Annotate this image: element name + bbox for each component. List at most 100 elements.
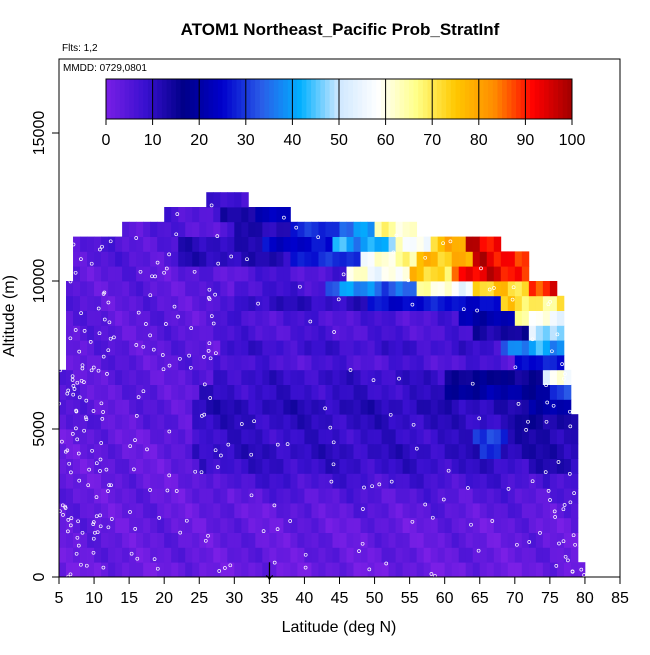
colorbar-segment (138, 79, 144, 119)
heatmap-cell (213, 562, 221, 578)
heatmap-cell (80, 295, 88, 311)
heatmap-cell (311, 503, 319, 519)
heatmap-cell (402, 266, 411, 282)
heatmap-cell (157, 517, 165, 533)
heatmap-cell (283, 503, 291, 519)
heatmap-cell (255, 414, 263, 430)
heatmap-cell (395, 236, 404, 252)
heatmap-cell (521, 429, 530, 445)
heatmap-cell (185, 517, 193, 533)
heatmap-cell (248, 429, 256, 445)
sample-point (88, 340, 93, 344)
heatmap-cell (241, 473, 249, 489)
heatmap-cell (339, 355, 347, 371)
sample-point (217, 569, 222, 573)
heatmap-cell (528, 503, 537, 519)
heatmap-cell (192, 562, 200, 578)
heatmap-cell (164, 458, 172, 474)
heatmap-cell (283, 547, 291, 563)
heatmap-cell (395, 295, 404, 311)
heatmap-cell (458, 295, 467, 311)
heatmap-cell (500, 251, 509, 267)
sample-point (548, 299, 552, 304)
heatmap-cell (479, 443, 488, 459)
heatmap-cell (276, 295, 284, 311)
heatmap-cell (549, 295, 558, 311)
heatmap-cell (339, 340, 347, 356)
heatmap-cell (339, 532, 347, 548)
heatmap-cell (248, 340, 256, 356)
heatmap-cell (143, 488, 151, 504)
heatmap-cell (563, 414, 572, 430)
sample-point (135, 556, 140, 561)
heatmap-cell (199, 443, 207, 459)
heatmap-cell (556, 355, 565, 371)
colorbar-tick-label: 50 (330, 132, 348, 149)
heatmap-cell (297, 266, 305, 282)
heatmap-cell (157, 340, 165, 356)
heatmap-cell (66, 429, 74, 445)
heatmap-cell (486, 281, 495, 297)
heatmap-cell (514, 562, 523, 578)
heatmap-cell (136, 473, 144, 489)
heatmap-cell (416, 236, 425, 252)
heatmap-cell (444, 384, 453, 400)
heatmap-cell (549, 310, 558, 326)
sample-point (511, 285, 516, 290)
heatmap-cell (465, 236, 474, 252)
colorbar-segment (399, 79, 405, 119)
heatmap-cell (451, 532, 460, 548)
heatmap-cell (136, 443, 144, 459)
sample-point (136, 310, 141, 315)
heatmap-cell (136, 488, 144, 504)
heatmap-cell (367, 473, 375, 489)
heatmap-cell (185, 266, 193, 282)
heatmap-cell (563, 384, 572, 400)
sample-point (219, 453, 223, 458)
sample-point (543, 470, 548, 474)
heatmap-cell (423, 473, 432, 489)
heatmap-cell (521, 310, 530, 326)
heatmap-cell (241, 325, 249, 341)
heatmap-cell (150, 251, 158, 267)
heatmap-cell (465, 384, 474, 400)
heatmap-cell (269, 369, 277, 385)
heatmap-cell (465, 414, 474, 430)
heatmap-cell (101, 236, 109, 252)
heatmap-cell (290, 443, 298, 459)
heatmap-cell (556, 414, 565, 430)
heatmap-cell (122, 429, 130, 445)
heatmap-cell (395, 266, 404, 282)
sample-point (89, 261, 94, 266)
heatmap-cell (332, 355, 340, 371)
heatmap-cell (430, 562, 439, 578)
heatmap-cell (514, 384, 523, 400)
sample-point (91, 550, 96, 555)
heatmap-cell (535, 369, 544, 385)
heatmap-cell (472, 236, 481, 252)
heatmap-cell (115, 488, 123, 504)
sample-point (98, 513, 102, 518)
heatmap-cell (402, 414, 411, 430)
heatmap-cell (395, 458, 404, 474)
heatmap-cell (73, 429, 81, 445)
sample-point (68, 572, 73, 577)
sample-point (94, 514, 99, 519)
heatmap-cell (157, 325, 165, 341)
heatmap-cell (472, 340, 481, 356)
sample-point (475, 308, 479, 313)
heatmap-cell (129, 295, 137, 311)
sample-point (573, 542, 577, 547)
heatmap-cell (514, 399, 523, 415)
heatmap-cell (388, 310, 396, 326)
heatmap-cell (465, 488, 474, 504)
colorbar-tick-label: 80 (470, 132, 488, 149)
heatmap-cell (563, 473, 572, 489)
heatmap-cell (465, 251, 474, 267)
heatmap-cell (381, 547, 389, 563)
heatmap-cell (325, 414, 333, 430)
colorbar-segment (380, 79, 387, 119)
sample-point (75, 437, 80, 442)
colorbar-segment (502, 79, 508, 119)
heatmap-cell (234, 443, 242, 459)
